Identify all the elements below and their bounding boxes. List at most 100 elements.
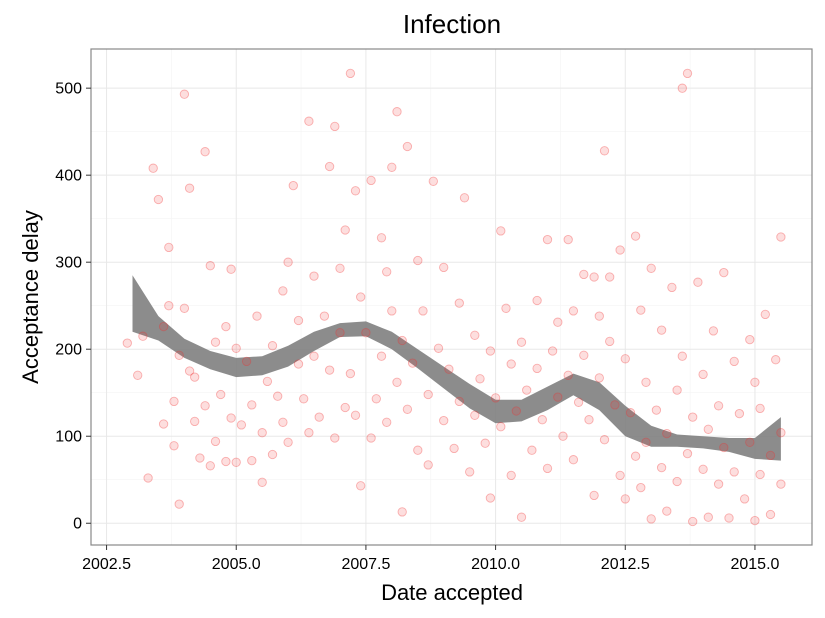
data-point <box>599 146 610 156</box>
data-point <box>511 406 521 416</box>
data-point <box>672 385 682 395</box>
data-point <box>392 377 402 387</box>
data-point <box>765 450 776 461</box>
data-point <box>755 403 765 414</box>
data-point <box>750 515 760 526</box>
data-point <box>506 470 516 481</box>
data-point <box>656 325 667 335</box>
x-axis: 2002.5 2005.0 2007.5 2010.0 2012.5 2015.0 <box>82 545 780 573</box>
data-point <box>247 400 257 410</box>
data-point <box>506 359 516 369</box>
data-point <box>688 516 698 527</box>
data-point <box>641 437 651 447</box>
data-point <box>620 354 630 364</box>
data-point <box>584 415 594 425</box>
data-point <box>496 226 506 236</box>
data-point <box>485 346 496 356</box>
data-point <box>210 436 221 447</box>
data-point <box>739 494 750 504</box>
data-point <box>765 509 776 520</box>
data-point <box>724 513 734 523</box>
data-point <box>283 257 293 267</box>
data-point <box>558 431 568 441</box>
data-point <box>480 438 490 448</box>
data-point <box>179 89 190 99</box>
data-point <box>247 455 257 466</box>
data-point <box>444 364 454 374</box>
data-point <box>299 394 309 404</box>
data-point <box>169 441 179 451</box>
data-point <box>169 396 179 407</box>
data-point <box>345 368 356 379</box>
data-point <box>615 470 625 481</box>
data-point <box>319 311 330 321</box>
data-point <box>304 116 314 126</box>
data-point <box>335 328 345 338</box>
data-point <box>226 264 236 274</box>
data-point <box>729 467 739 477</box>
x-tick-label: 2005.0 <box>212 556 261 573</box>
data-point <box>439 415 449 426</box>
data-point <box>164 301 174 311</box>
data-point <box>304 428 314 438</box>
data-point <box>288 180 298 191</box>
data-point <box>459 193 470 203</box>
data-point <box>636 482 646 493</box>
data-point <box>542 234 553 245</box>
data-point <box>402 141 413 152</box>
data-point <box>350 410 361 420</box>
data-point <box>340 402 350 413</box>
data-point <box>630 231 641 241</box>
data-point <box>361 328 371 338</box>
data-point <box>662 506 672 516</box>
data-point <box>205 461 215 471</box>
data-point <box>205 261 215 271</box>
data-point <box>579 269 589 280</box>
data-point <box>449 443 459 454</box>
data-point <box>330 121 340 132</box>
data-point <box>387 162 397 172</box>
data-point <box>568 306 579 316</box>
data-point <box>516 512 527 522</box>
x-tick-label: 2012.5 <box>601 556 650 573</box>
data-point <box>138 331 148 341</box>
data-point <box>428 176 438 186</box>
data-point <box>143 473 153 483</box>
y-tick-label: 100 <box>55 429 82 446</box>
y-tick-label: 500 <box>55 81 82 98</box>
data-point <box>750 377 760 387</box>
data-point <box>656 462 667 473</box>
x-tick-label: 2010.0 <box>471 556 520 573</box>
data-point <box>703 512 713 522</box>
data-point <box>210 337 221 347</box>
data-point <box>158 321 169 332</box>
data-point <box>356 292 366 302</box>
data-point <box>599 435 610 445</box>
data-point <box>688 412 698 422</box>
data-point <box>605 336 615 347</box>
grid <box>91 49 812 545</box>
data-point <box>662 428 672 439</box>
data-point <box>454 396 464 407</box>
data-point <box>563 234 573 245</box>
data-point <box>397 335 407 346</box>
data-point <box>221 456 231 467</box>
data-point <box>350 186 361 196</box>
data-point <box>589 272 599 282</box>
data-point <box>719 267 729 278</box>
x-tick-label: 2015.0 <box>730 556 779 573</box>
chart-title: Infection <box>403 9 501 39</box>
data-point <box>470 410 480 420</box>
data-point <box>568 455 579 465</box>
data-point <box>387 306 397 316</box>
data-point <box>537 415 547 425</box>
data-point <box>423 389 433 400</box>
data-point <box>532 363 542 374</box>
data-point <box>335 263 345 273</box>
data-point <box>620 494 630 504</box>
data-point <box>153 194 164 205</box>
data-point <box>713 479 724 489</box>
data-point <box>184 366 195 376</box>
y-tick-label: 0 <box>73 516 82 533</box>
data-point <box>776 232 786 242</box>
